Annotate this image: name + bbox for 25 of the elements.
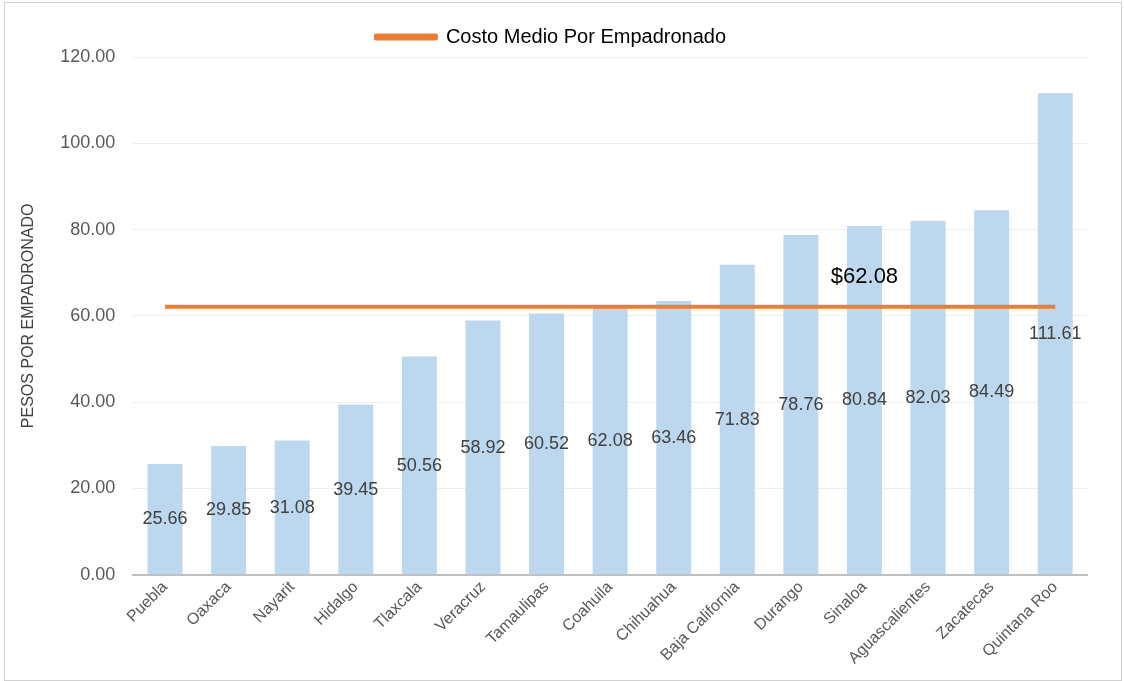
data-label: 50.56 — [396, 454, 442, 475]
y-tick-label: 60.00 — [70, 304, 116, 325]
data-label: 71.83 — [714, 408, 760, 429]
data-label: 78.76 — [778, 393, 824, 414]
y-tick-label: 40.00 — [70, 391, 116, 412]
legend-label: Costo Medio Por Empadronado — [445, 24, 727, 47]
data-label: 62.08 — [587, 429, 633, 450]
y-tick-label: 20.00 — [70, 477, 116, 498]
data-label: 84.49 — [969, 381, 1015, 402]
y-tick-label: 120.00 — [60, 45, 116, 66]
y-axis-title: PESOS POR EMPADRONADO — [19, 203, 37, 429]
y-tick-label: 0.00 — [80, 563, 116, 584]
data-label: 29.85 — [206, 499, 252, 520]
data-label: 82.03 — [905, 386, 951, 407]
data-label: $62.08 — [830, 262, 899, 288]
data-label: 80.84 — [841, 389, 887, 410]
data-label: 111.61 — [1029, 322, 1082, 343]
data-label: 31.08 — [269, 496, 315, 517]
data-label: 25.66 — [142, 508, 188, 529]
data-label: 63.46 — [651, 426, 697, 447]
y-tick-label: 100.00 — [60, 132, 116, 153]
y-tick-label: 80.00 — [70, 218, 116, 239]
data-label: 60.52 — [524, 433, 570, 454]
data-label: 58.92 — [460, 436, 506, 457]
data-label: 39.45 — [333, 478, 379, 499]
